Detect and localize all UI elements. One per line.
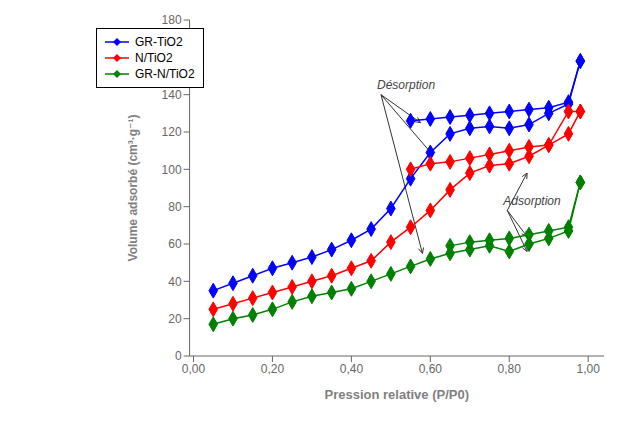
svg-text:100: 100 bbox=[162, 163, 182, 177]
svg-text:0: 0 bbox=[175, 349, 182, 363]
svg-text:120: 120 bbox=[162, 125, 182, 139]
svg-text:160: 160 bbox=[162, 51, 182, 65]
svg-text:0,60: 0,60 bbox=[419, 362, 443, 376]
svg-text:80: 80 bbox=[168, 200, 182, 214]
svg-text:Adsorption: Adsorption bbox=[502, 194, 561, 208]
svg-text:0,40: 0,40 bbox=[340, 362, 364, 376]
svg-text:0,00: 0,00 bbox=[182, 362, 206, 376]
svg-text:0,80: 0,80 bbox=[498, 362, 522, 376]
svg-text:40: 40 bbox=[168, 275, 182, 289]
svg-text:Volume adsorbé (cm³·g⁻¹): Volume adsorbé (cm³·g⁻¹) bbox=[126, 115, 140, 262]
svg-text:Désorption: Désorption bbox=[377, 78, 435, 92]
svg-text:1,00: 1,00 bbox=[577, 362, 601, 376]
svg-text:140: 140 bbox=[162, 88, 182, 102]
svg-text:20: 20 bbox=[168, 312, 182, 326]
svg-text:0,20: 0,20 bbox=[261, 362, 285, 376]
svg-text:Pression relative (P/P0): Pression relative (P/P0) bbox=[325, 387, 470, 402]
svg-text:180: 180 bbox=[162, 13, 182, 27]
svg-text:60: 60 bbox=[168, 237, 182, 251]
